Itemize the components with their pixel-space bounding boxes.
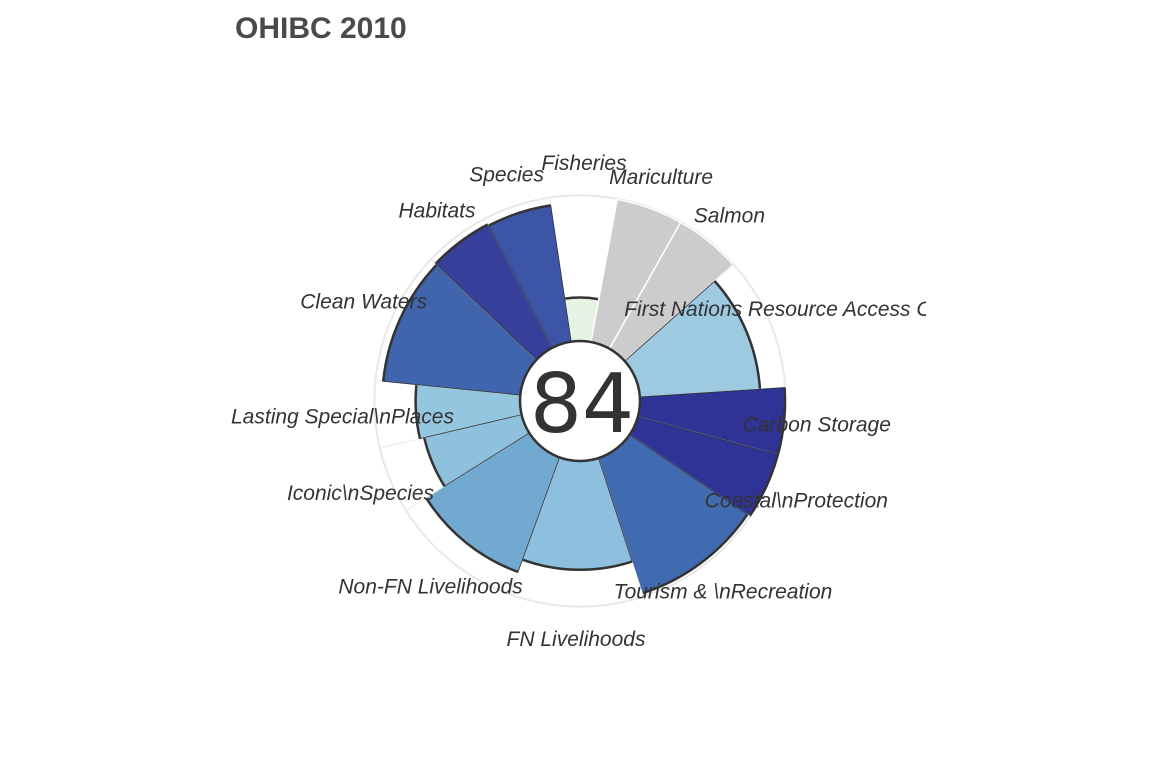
label-lasting-special-places: Lasting Special\nPlaces <box>231 406 454 429</box>
label-non-fn-livelihoods: Non-FN Livelihoods <box>338 575 523 598</box>
petal-edge-non-fn-livelihoods <box>425 497 519 574</box>
petal-edge-fn-livelihoods <box>522 558 633 571</box>
petal-edge-lasting-special-places <box>414 384 422 439</box>
label-clean-waters: Clean Waters <box>300 291 427 314</box>
petal-edge-first-nations-resource-access-opportunity <box>713 280 762 390</box>
label-coastal-protection: Coastal\nProtection <box>705 489 888 512</box>
petal-edge-tourism-recreation <box>641 513 749 595</box>
petal-edge-fisheries <box>564 296 599 301</box>
petal-edge-species <box>488 204 551 227</box>
chart-title: OHIBC 2010 <box>235 12 407 45</box>
petal-edge-clean-waters <box>381 263 438 382</box>
label-fisheries: Fisheries <box>541 152 627 175</box>
petals <box>374 195 787 607</box>
label-species: Species <box>469 164 544 187</box>
petal-edge-coastal-protection <box>748 454 780 517</box>
label-iconic-species: Iconic\nSpecies <box>287 482 435 505</box>
label-mariculture: Mariculture <box>609 166 713 189</box>
label-carbon-storage: Carbon Storage <box>743 414 891 437</box>
label-salmon: Salmon <box>694 205 765 228</box>
petal-edge-iconic-species <box>422 437 446 487</box>
petal-edge-carbon-storage <box>776 387 787 456</box>
petal-edge-habitats <box>434 223 489 265</box>
label-habitats: Habitats <box>398 200 476 223</box>
label-fn-livelihoods: FN Livelihoods <box>507 628 646 651</box>
label-tourism-recreation: Tourism & \nRecreation <box>614 580 833 603</box>
center-circle <box>518 339 642 463</box>
overall-score: 84 <box>530 357 634 452</box>
label-first-nations-resource-access-opportunity: First Nations Resource Access Oppor <box>624 298 976 321</box>
